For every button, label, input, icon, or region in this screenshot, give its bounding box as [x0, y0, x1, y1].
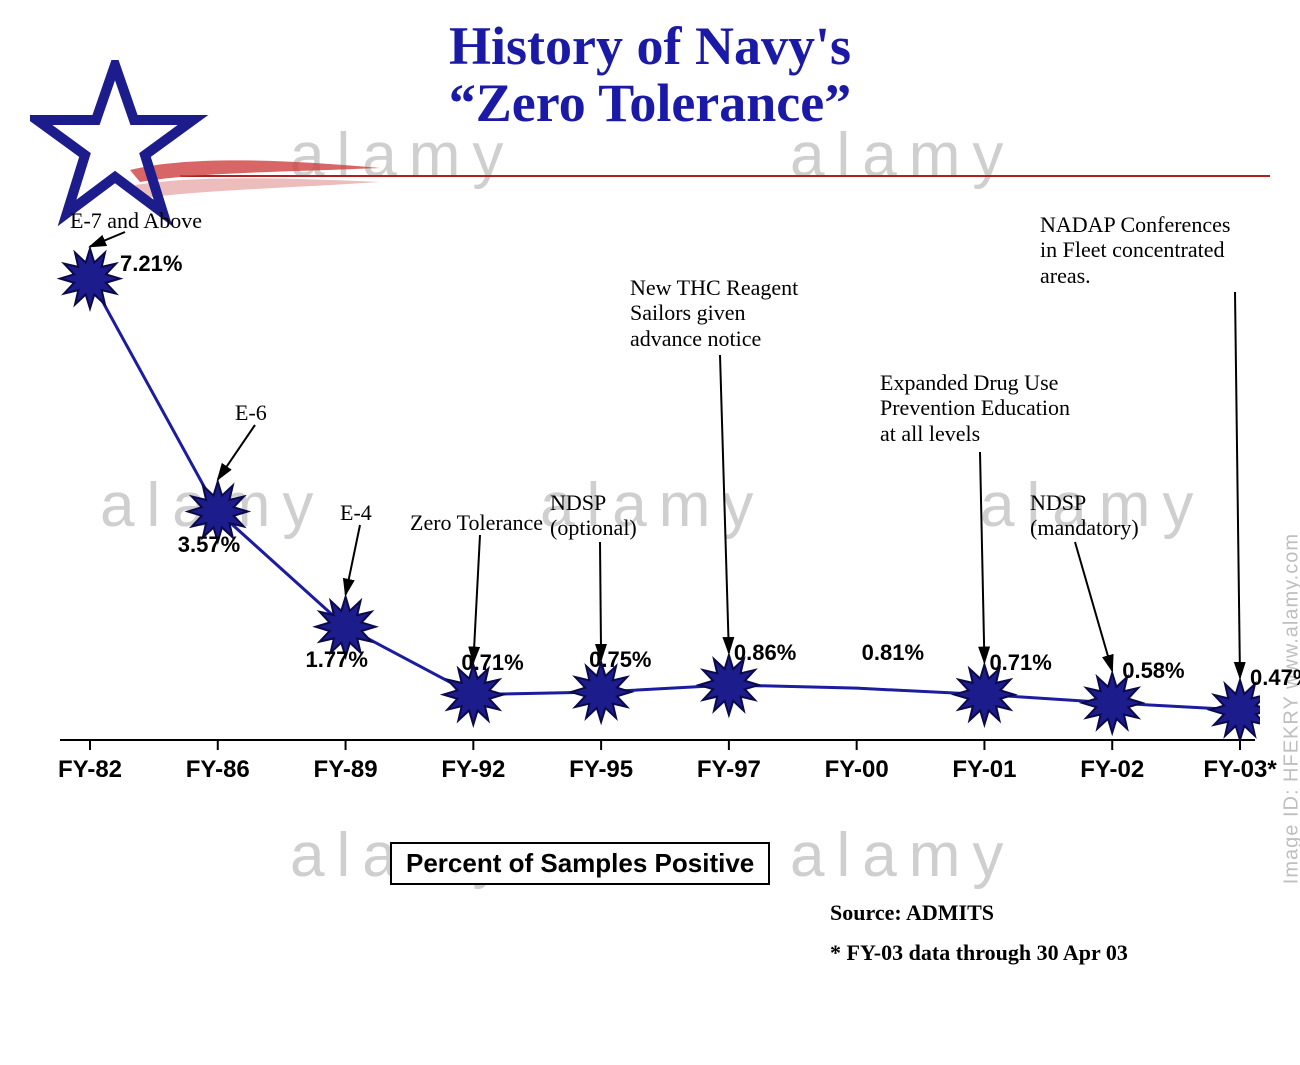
chart-annotation: NDSP(optional) [550, 490, 637, 541]
watermark: alamy [790, 820, 1015, 891]
zero-tolerance-chart: FY-82 FY-86 FY-89 FY-92 FY-95 FY-97 FY-00 FY-01… [40, 220, 1260, 820]
chart-annotation: Expanded Drug UsePrevention Educationat … [880, 370, 1070, 446]
chart-annotation: NDSP(mandatory) [1030, 490, 1139, 541]
watermark-side: Image ID: HFEKRY www.alamy.com [1281, 533, 1300, 884]
data-point-label: 7.21% [120, 251, 182, 277]
footnote: * FY-03 data through 30 Apr 03 [830, 940, 1128, 966]
x-tick-label: FY-95 [569, 756, 633, 784]
x-tick-label: FY-03* [1203, 756, 1276, 784]
navy-star-logo [30, 60, 250, 230]
slide-root: alamy alamy alamy alamy alamy alamy alam… [0, 0, 1300, 1065]
data-point-label: 0.86% [734, 640, 796, 666]
title-line-2: “Zero Tolerance” [449, 73, 851, 133]
x-tick-label: FY-01 [952, 756, 1016, 784]
chart-annotation: NADAP Conferencesin Fleet concentratedar… [1040, 212, 1230, 288]
source-note: Source: ADMITS [830, 900, 994, 926]
chart-annotation: E-4 [340, 500, 372, 525]
data-point-label: 0.58% [1122, 658, 1184, 684]
data-point-label: 0.71% [461, 650, 523, 676]
x-tick-label: FY-00 [825, 756, 889, 784]
x-tick-label: FY-89 [314, 756, 378, 784]
x-tick-label: FY-02 [1080, 756, 1144, 784]
x-axis-title: Percent of Samples Positive [390, 842, 770, 885]
chart-annotation: New THC ReagentSailors givenadvance noti… [630, 275, 798, 351]
chart-annotation: E-7 and Above [70, 208, 202, 233]
title-line-1: History of Navy's [449, 16, 851, 76]
x-tick-label: FY-82 [58, 756, 122, 784]
data-point-label: 3.57% [178, 532, 240, 558]
x-tick-label: FY-97 [697, 756, 761, 784]
chart-annotation: Zero Tolerance [410, 510, 543, 535]
data-point-label: 1.77% [306, 647, 368, 673]
data-point-label: 0.75% [589, 647, 651, 673]
x-tick-label: FY-92 [441, 756, 505, 784]
data-point-label: 0.71% [989, 650, 1051, 676]
data-point-label: 0.47% [1250, 665, 1300, 691]
chart-annotation: E-6 [235, 400, 267, 425]
data-point-label: 0.81% [862, 640, 924, 666]
x-tick-label: FY-86 [186, 756, 250, 784]
